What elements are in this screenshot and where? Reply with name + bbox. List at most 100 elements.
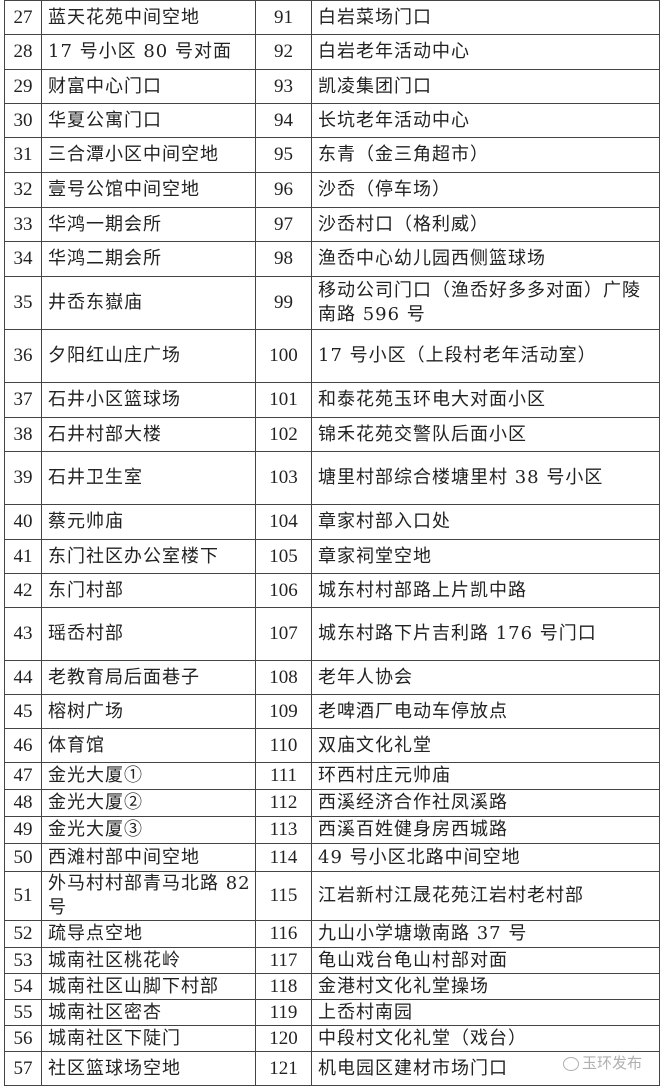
row-number-right: 113 <box>255 816 312 844</box>
location-right: 中段村文化礼堂（戏台） <box>311 1025 660 1052</box>
location-left: 社区篮球场空地 <box>41 1051 256 1086</box>
row-number-left: 56 <box>4 1025 42 1052</box>
row-number-right: 106 <box>255 573 312 608</box>
row-number-left: 28 <box>4 34 42 70</box>
row-number-left: 38 <box>4 417 42 452</box>
row-number-left: 44 <box>4 660 42 695</box>
row-number-right: 95 <box>255 137 312 173</box>
location-left: 石井村部大楼 <box>41 417 256 452</box>
row-number-right: 109 <box>255 694 312 729</box>
location-right: 西溪经济合作社凤溪路 <box>311 789 660 817</box>
location-right: 机电园区建材市场门口 <box>311 1051 660 1086</box>
row-number-left: 50 <box>4 843 42 872</box>
row-number-right: 93 <box>255 69 312 104</box>
row-number-left: 45 <box>4 694 42 729</box>
location-right: 17 号小区（上段村老年活动室） <box>311 329 660 383</box>
location-right: 凯凌集团门口 <box>311 69 660 104</box>
location-left: 城南社区下陡门 <box>41 1025 256 1052</box>
location-left: 华鸿一期会所 <box>41 207 256 242</box>
location-right: 龟山戏台龟山村部对面 <box>311 947 660 974</box>
location-left: 金光大厦① <box>41 762 256 790</box>
table-row: 44 老教育局后面巷子 108 老年人协会 <box>4 660 660 695</box>
table-row: 43 瑶岙村部 107 城东村路下片吉利路 176 号门口 <box>4 607 660 661</box>
location-left: 17 号小区 80 号对面 <box>41 34 256 70</box>
table-row: 34 华鸿二期会所 98 渔岙中心幼儿园西侧篮球场 <box>4 241 660 277</box>
row-number-left: 34 <box>4 241 42 277</box>
location-right: 白岩老年活动中心 <box>311 34 660 70</box>
table-row: 29 财富中心门口 93 凯凌集团门口 <box>4 69 660 104</box>
row-number-right: 118 <box>255 973 312 1000</box>
location-left: 蓝天花苑中间空地 <box>41 0 256 35</box>
watermark-text: 玉环发布 <box>581 1054 642 1072</box>
row-number-left: 55 <box>4 999 42 1026</box>
table-row: 37 石井小区篮球场 101 和泰花苑玉环电大对面小区 <box>4 382 660 418</box>
table-row: 53 城南社区桃花岭 117 龟山戏台龟山村部对面 <box>4 947 660 974</box>
row-number-left: 51 <box>4 871 42 921</box>
table-row: 49 金光大厦③ 113 西溪百姓健身房西城路 <box>4 816 660 844</box>
table-row: 55 城南社区密杏 119 上岙村南园 <box>4 999 660 1026</box>
location-right: 49 号小区北路中间空地 <box>311 843 660 872</box>
location-left: 城南社区密杏 <box>41 999 256 1026</box>
table-body: 27 蓝天花苑中间空地 91 白岩菜场门口 28 17 号小区 80 号对面 92 白岩老年活… <box>4 0 660 1086</box>
location-right: 上岙村南园 <box>311 999 660 1026</box>
table-row: 41 东门社区办公室楼下 105 章家祠堂空地 <box>4 539 660 574</box>
table-row: 42 东门村部 106 城东村村部路上片凯中路 <box>4 573 660 608</box>
location-left: 体育馆 <box>41 728 256 763</box>
location-right: 东青（金三角超市） <box>311 137 660 173</box>
row-number-left: 36 <box>4 329 42 383</box>
row-number-left: 54 <box>4 973 42 1000</box>
row-number-right: 116 <box>255 920 312 948</box>
location-left: 金光大厦② <box>41 789 256 817</box>
row-number-left: 32 <box>4 172 42 208</box>
row-number-left: 42 <box>4 573 42 608</box>
row-number-left: 31 <box>4 137 42 173</box>
location-right: 和泰花苑玉环电大对面小区 <box>311 382 660 418</box>
location-right: 江岩新村江晟花苑江岩村老村部 <box>311 871 660 921</box>
table-row: 35 井岙东嶽庙 99 移动公司门口（渔岙好多多对面）广陵南路 596 号 <box>4 276 660 330</box>
row-number-left: 39 <box>4 451 42 505</box>
table-row: 52 疏导点空地 116 九山小学塘墩南路 37 号 <box>4 920 660 948</box>
location-left: 财富中心门口 <box>41 69 256 104</box>
location-right: 章家祠堂空地 <box>311 539 660 574</box>
table-row: 57 社区篮球场空地 121 机电园区建材市场门口 <box>4 1051 660 1086</box>
row-number-left: 33 <box>4 207 42 242</box>
row-number-right: 121 <box>255 1051 312 1086</box>
table-row: 47 金光大厦① 111 环西村庄元帅庙 <box>4 762 660 790</box>
row-number-right: 98 <box>255 241 312 277</box>
location-right: 长坑老年活动中心 <box>311 103 660 138</box>
table-row: 40 蔡元帅庙 104 章家村部入口处 <box>4 504 660 540</box>
row-number-left: 53 <box>4 947 42 974</box>
row-number-right: 120 <box>255 1025 312 1052</box>
table-row: 31 三合潭小区中间空地 95 东青（金三角超市） <box>4 137 660 173</box>
table-row: 50 西滩村部中间空地 114 49 号小区北路中间空地 <box>4 843 660 872</box>
row-number-left: 41 <box>4 539 42 574</box>
table-row: 39 石井卫生室 103 塘里村部综合楼塘里村 38 号小区 <box>4 451 660 505</box>
location-left: 榕树广场 <box>41 694 256 729</box>
table-row: 33 华鸿一期会所 97 沙岙村口（格利威） <box>4 207 660 242</box>
location-left: 瑶岙村部 <box>41 607 256 661</box>
table-row: 45 榕树广场 109 老啤酒厂电动车停放点 <box>4 694 660 729</box>
location-right: 章家村部入口处 <box>311 504 660 540</box>
location-right: 九山小学塘墩南路 37 号 <box>311 920 660 948</box>
location-right: 金港村文化礼堂操场 <box>311 973 660 1000</box>
row-number-right: 103 <box>255 451 312 505</box>
location-left: 疏导点空地 <box>41 920 256 948</box>
location-table: 27 蓝天花苑中间空地 91 白岩菜场门口 28 17 号小区 80 号对面 92 白岩老年活… <box>4 0 660 1086</box>
row-number-left: 40 <box>4 504 42 540</box>
wechat-icon <box>562 1056 579 1071</box>
location-right: 沙岙（停车场） <box>311 172 660 208</box>
row-number-right: 114 <box>255 843 312 872</box>
row-number-left: 27 <box>4 0 42 35</box>
row-number-right: 112 <box>255 789 312 817</box>
location-left: 蔡元帅庙 <box>41 504 256 540</box>
location-left: 华鸿二期会所 <box>41 241 256 277</box>
location-right: 西溪百姓健身房西城路 <box>311 816 660 844</box>
location-left: 东门社区办公室楼下 <box>41 539 256 574</box>
row-number-left: 30 <box>4 103 42 138</box>
location-left: 城南社区桃花岭 <box>41 947 256 974</box>
watermark: 玉环发布 <box>562 1052 642 1073</box>
location-left: 金光大厦③ <box>41 816 256 844</box>
table-row: 28 17 号小区 80 号对面 92 白岩老年活动中心 <box>4 34 660 70</box>
location-left: 石井小区篮球场 <box>41 382 256 418</box>
location-left: 夕阳红山庄广场 <box>41 329 256 383</box>
